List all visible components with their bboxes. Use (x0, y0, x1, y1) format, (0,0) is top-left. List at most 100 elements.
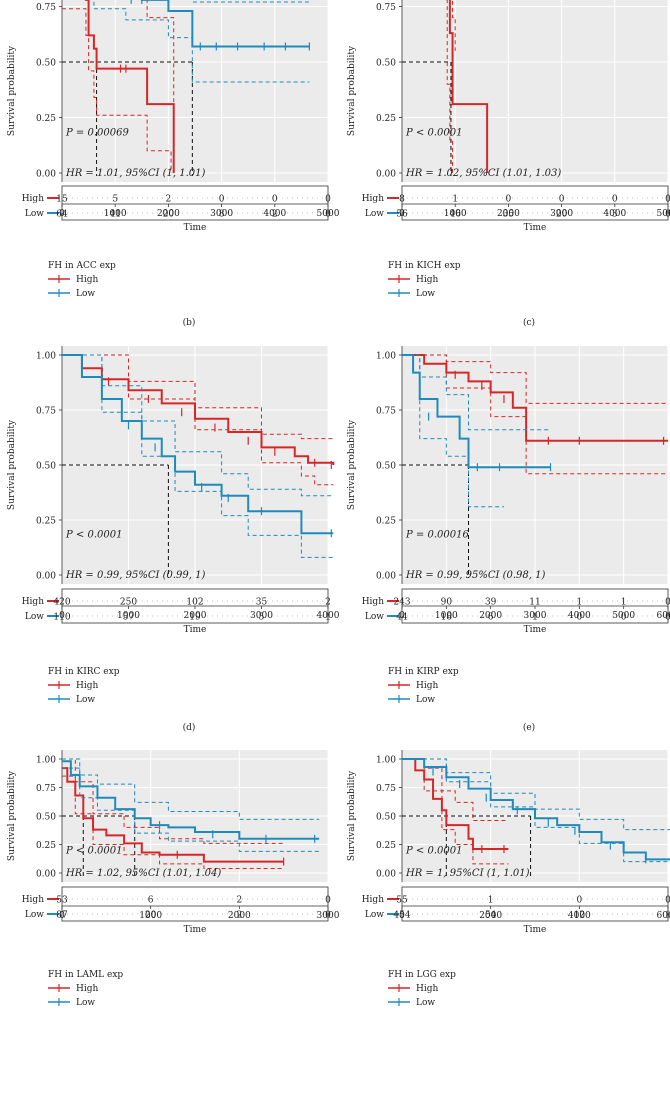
y-tick-label: 0.00 (376, 870, 396, 880)
x-tick-label: 6000 (657, 611, 670, 621)
y-axis-label: Survival probability (7, 419, 17, 510)
km-panel-laml: 0.00 0.25 0.50 0.75 1.00 Survival probability… (7, 750, 340, 1008)
risk-row-label-low: Low (365, 910, 384, 920)
x-tick-label: 4000 (317, 611, 340, 621)
p-value: P = 0.00069 (65, 127, 129, 138)
y-axis-label: Survival probability (347, 770, 357, 861)
x-axis-label: Time (184, 625, 207, 635)
y-tick-label: 0.25 (376, 841, 396, 851)
risk-count: 1 (488, 896, 494, 906)
legend-item-low: Low (76, 695, 95, 705)
x-tick-label: 2000 (228, 911, 251, 921)
risk-count: 2 (166, 195, 172, 205)
risk-count: 19 (189, 613, 201, 623)
x-tick-label: 1000 (435, 611, 458, 621)
y-tick-label: 0.75 (36, 3, 56, 13)
risk-count: 0 (506, 195, 512, 205)
x-tick-label: 4000 (568, 611, 591, 621)
x-tick-label: 2000 (157, 209, 180, 219)
survival-curve-high (448, 0, 489, 173)
risk-count: 53 (56, 896, 68, 906)
ci-lower-low (402, 758, 670, 863)
legend-title: FH in LAML exp (48, 970, 123, 980)
risk-count: 2 (236, 911, 242, 921)
risk-row-label-low: Low (25, 209, 44, 219)
p-value: P < 0.0001 (405, 846, 462, 857)
survival-curve-high (62, 767, 284, 863)
risk-count: 64 (56, 210, 68, 220)
legend-title: FH in ACC exp (48, 261, 116, 271)
risk-table-frame (401, 185, 669, 221)
risk-count: 102 (186, 598, 203, 608)
risk-row-label-low: Low (365, 209, 384, 219)
ci-upper-high (452, 0, 456, 51)
survival-curve-high (402, 758, 509, 851)
x-tick-label: 4000 (263, 209, 286, 219)
x-tick-label: 6000 (657, 911, 670, 921)
km-panel-lgg: 0.00 0.25 0.50 0.75 1.00 Survival probability… (347, 750, 670, 1008)
risk-count: 35 (503, 210, 515, 220)
y-tick-label: 0.50 (376, 59, 396, 69)
risk-count: 6 (148, 896, 154, 906)
risk-count: 454 (393, 911, 410, 921)
x-tick-label: 5000 (612, 611, 635, 621)
risk-count: 0 (665, 598, 670, 608)
risk-table-frame (61, 886, 329, 922)
risk-count: 420 (53, 598, 70, 608)
risk-count: 8 (399, 195, 405, 205)
risk-count: 0 (272, 195, 278, 205)
hazard-ratio: HR = 1, 95%CI (1, 1.01) (405, 868, 530, 879)
y-axis-label: Survival probability (7, 770, 17, 861)
risk-count: 0 (576, 613, 582, 623)
x-tick-label: 0 (59, 209, 65, 219)
survival-curve-high (84, 0, 175, 173)
risk-count: 0 (325, 911, 331, 921)
risk-count: 250 (120, 598, 137, 608)
risk-count: 87 (56, 911, 68, 921)
x-tick-label: 4000 (603, 209, 626, 219)
y-tick-label: 0.75 (376, 407, 396, 417)
risk-count: 20 (163, 210, 175, 220)
x-tick-label: 1000 (139, 911, 162, 921)
x-axis-label: Time (184, 223, 207, 233)
panel-label: (e) (523, 722, 535, 733)
risk-row-label-high: High (362, 194, 384, 204)
risk-count: 1 (621, 598, 627, 608)
risk-row-label-low: Low (25, 612, 44, 622)
risk-count: 44 (396, 613, 408, 623)
y-tick-label: 0.75 (36, 784, 56, 794)
legend-item-high: High (416, 984, 438, 994)
ci-upper-low (402, 354, 551, 431)
legend-item-low: Low (76, 998, 95, 1008)
y-tick-label: 1.00 (36, 352, 56, 362)
y-tick-label: 0.25 (376, 114, 396, 124)
x-tick-label: 3000 (210, 209, 233, 219)
y-tick-label: 0.00 (36, 170, 56, 180)
plot-background (402, 0, 668, 182)
y-tick-label: 0.50 (36, 462, 56, 472)
hazard-ratio: HR = 1.02, 95%CI (1.01, 1.03) (405, 168, 561, 179)
panel-label: (c) (523, 317, 535, 328)
risk-count: 0 (325, 896, 331, 906)
km-panel-kirc: 0.00 0.25 0.50 0.75 1.00 Survival probability… (7, 346, 340, 733)
km-panel-kich: 0.00 0.25 0.50 0.75 Survival probability P < … (347, 0, 670, 328)
y-tick-label: 0.00 (376, 572, 396, 582)
risk-count: 20 (556, 210, 568, 220)
x-tick-label: 5000 (317, 209, 340, 219)
y-tick-label: 0.00 (376, 170, 396, 180)
y-axis-label: Survival probability (347, 419, 357, 510)
risk-row-label-low: Low (365, 612, 384, 622)
x-tick-label: 0 (399, 209, 405, 219)
risk-row-label-high: High (362, 895, 384, 905)
x-tick-label: 3000 (317, 911, 340, 921)
x-tick-label: 3000 (550, 209, 573, 219)
ci-lower-low (62, 767, 320, 852)
risk-count: 5 (112, 195, 118, 205)
km-panel-acc: 0.00 0.25 0.50 0.75 Survival probability P = … (7, 0, 340, 328)
risk-count: 243 (393, 598, 410, 608)
x-axis-label: Time (524, 223, 547, 233)
x-tick-label: 0 (59, 611, 65, 621)
risk-count: 18 (441, 613, 453, 623)
x-axis-label: Time (184, 925, 207, 935)
y-tick-label: 1.00 (376, 756, 396, 766)
